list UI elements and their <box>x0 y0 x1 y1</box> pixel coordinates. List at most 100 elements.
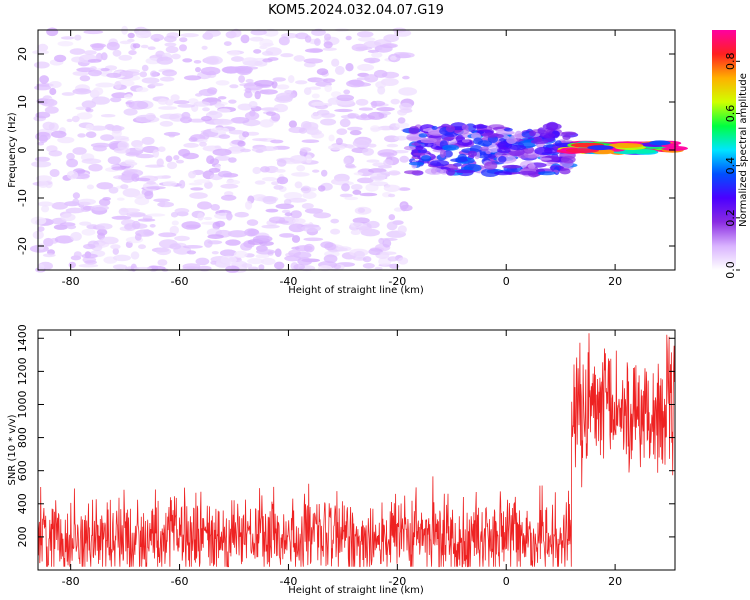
snr-frame <box>37 329 676 571</box>
heatmap-cell <box>234 211 249 218</box>
heatmap-cell <box>161 175 172 179</box>
heatmap-cell <box>90 43 106 48</box>
heatmap-cell <box>165 46 179 54</box>
heatmap-cell <box>357 37 376 42</box>
heatmap-cell <box>51 130 67 138</box>
heatmap-cell <box>303 237 324 242</box>
x-tick-label: -40 <box>279 575 297 588</box>
heatmap-cell <box>40 98 58 107</box>
heatmap-cell <box>100 68 110 72</box>
heatmap-cell <box>322 78 336 83</box>
heatmap-cell <box>159 76 175 82</box>
heatmap-cell <box>403 145 416 151</box>
heatmap-cell <box>245 87 252 94</box>
heatmap-cell <box>196 138 208 143</box>
heatmap-cell <box>390 55 397 61</box>
heatmap-cell <box>188 182 203 186</box>
heatmap-cell <box>112 247 120 255</box>
heatmap-cell <box>89 66 97 71</box>
heatmap-cell <box>72 198 80 205</box>
x-tick-label: 20 <box>608 575 622 588</box>
heatmap-cell <box>66 224 77 230</box>
heatmap-cell <box>149 224 156 228</box>
heatmap-cell <box>200 66 221 76</box>
heatmap-cell <box>95 82 115 88</box>
heatmap-cell <box>445 125 455 133</box>
heatmap-cell <box>314 38 321 46</box>
heatmap-cell <box>311 93 320 99</box>
heatmap-cell <box>141 136 155 145</box>
heatmap-cell <box>119 40 132 45</box>
heatmap-cell <box>195 93 203 97</box>
heatmap-cell <box>79 221 92 226</box>
heatmap-cell <box>649 140 671 146</box>
heatmap-cell <box>473 137 483 145</box>
heatmap-cell <box>66 152 75 161</box>
heatmap-cell <box>323 41 333 49</box>
heatmap-cell <box>461 139 470 143</box>
heatmap-cell <box>362 148 374 156</box>
heatmap-cell <box>402 75 410 80</box>
heatmap-cell <box>173 100 190 105</box>
heatmap-cell <box>373 69 388 78</box>
heatmap-cell <box>159 200 166 208</box>
y-tick-label: 1200 <box>16 357 29 385</box>
heatmap-cell <box>127 32 135 39</box>
spectrogram-panel: -80 -60 -40 -20 0 20 -20 -10 0 10 20 Height of st… <box>7 25 688 296</box>
heatmap-cell <box>371 52 383 58</box>
heatmap-cell <box>303 58 324 64</box>
heatmap-cell <box>349 130 362 136</box>
heatmap-cell <box>259 38 274 48</box>
heatmap-cell <box>133 266 152 271</box>
heatmap-cell <box>240 34 250 44</box>
x-tick-label: -60 <box>171 275 189 288</box>
heatmap-cell <box>106 72 122 78</box>
heatmap-cell <box>124 94 133 99</box>
heatmap-cell <box>498 155 507 163</box>
heatmap-cell <box>42 121 55 131</box>
heatmap-cell <box>347 145 356 149</box>
x-tick-label: -20 <box>388 275 406 288</box>
heatmap-cell <box>229 84 239 89</box>
heatmap-cell <box>382 238 392 248</box>
heatmap-cell <box>135 31 149 39</box>
heatmap-cell <box>413 152 426 156</box>
heatmap-cell <box>404 170 421 175</box>
heatmap-cell <box>214 145 221 149</box>
heatmap-cell <box>625 148 657 154</box>
heatmap-cell <box>363 41 382 48</box>
heatmap-cell <box>146 181 157 185</box>
heatmap-cell <box>322 47 337 51</box>
heatmap-cell <box>121 219 136 227</box>
heatmap-cell <box>497 147 511 154</box>
heatmap-cell <box>206 155 215 165</box>
heatmap-cell <box>300 147 312 153</box>
heatmap-cell <box>140 44 149 49</box>
heatmap-cell <box>354 206 372 215</box>
heatmap-cell <box>202 107 210 112</box>
heatmap-cell <box>144 190 154 200</box>
heatmap-cell <box>275 92 294 102</box>
spectrogram-x-ticks: -80 -60 -40 -20 0 20 <box>62 30 622 288</box>
heatmap-cell <box>336 94 355 102</box>
heatmap-cell <box>153 198 171 203</box>
heatmap-cell <box>193 101 211 107</box>
heatmap-cell <box>352 138 371 148</box>
heatmap-cell <box>261 257 276 266</box>
heatmap-cell <box>155 247 172 256</box>
heatmap-cell <box>252 166 262 175</box>
heatmap-cell <box>481 132 499 138</box>
heatmap-cell <box>37 43 49 52</box>
heatmap-cell <box>336 246 352 252</box>
heatmap-cell <box>276 176 289 185</box>
heatmap-cell <box>518 170 538 176</box>
heatmap-cell <box>173 155 180 161</box>
heatmap-cell <box>135 153 155 159</box>
heatmap-cell <box>61 92 75 96</box>
spectrogram-y-label: Frequency (Hz) <box>7 112 18 188</box>
heatmap-cell <box>135 87 149 93</box>
heatmap-cell <box>31 161 52 168</box>
heatmap-cell <box>158 106 178 110</box>
heatmap-cell <box>386 143 399 148</box>
heatmap-cell <box>37 201 54 207</box>
